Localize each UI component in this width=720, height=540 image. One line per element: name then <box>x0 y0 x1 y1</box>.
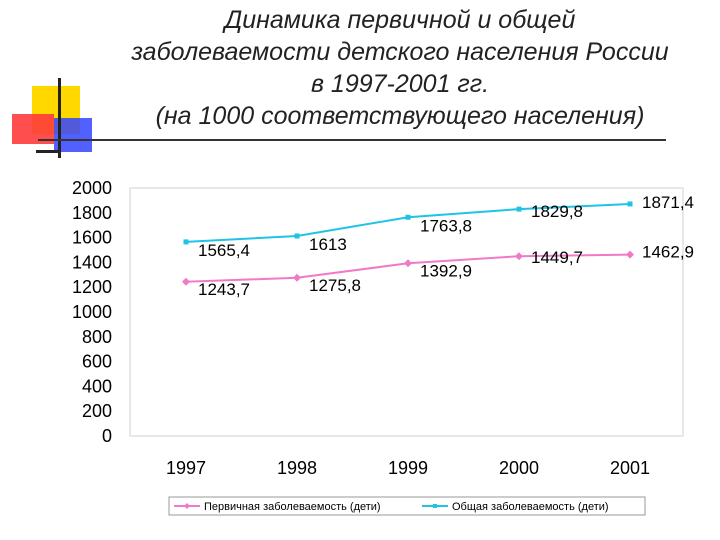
title-line-2: заболеваемости детского населения России <box>131 38 669 66</box>
decor-short-line <box>36 150 58 153</box>
series-point <box>293 273 301 282</box>
y-tick-label: 400 <box>82 376 112 396</box>
data-label: 1871,4 <box>642 193 694 212</box>
legend-marker <box>433 504 437 508</box>
legend-marker <box>184 503 190 509</box>
legend-box <box>168 496 646 516</box>
data-label: 1565,4 <box>198 241 250 260</box>
data-label: 1392,9 <box>420 261 472 280</box>
y-tick-label: 1600 <box>72 228 112 248</box>
data-label: 1763,8 <box>420 216 472 235</box>
x-tick-label: 1998 <box>277 458 317 478</box>
title-line-4: (на 1000 соответствующего населения) <box>155 102 645 130</box>
y-tick-label: 1000 <box>72 302 112 322</box>
data-label: 1829,8 <box>531 202 583 221</box>
x-tick-label: 1999 <box>388 458 428 478</box>
data-label: 1243,7 <box>198 280 250 299</box>
data-label: 1613 <box>309 235 347 254</box>
title-line-1: Динамика первичной и общей <box>224 6 576 34</box>
series-point <box>626 250 634 259</box>
plot-border <box>129 187 684 437</box>
data-label: 1462,9 <box>642 243 694 262</box>
series-point <box>516 206 522 212</box>
y-tick-label: 1400 <box>72 252 112 272</box>
y-tick-label: 2000 <box>72 178 112 198</box>
x-tick-label: 2000 <box>499 458 539 478</box>
y-tick-label: 600 <box>82 352 112 372</box>
x-tick-label: 1997 <box>166 458 206 478</box>
series-point <box>183 239 189 245</box>
y-tick-label: 0 <box>102 426 112 446</box>
legend-label: Общая заболеваемость (дети) <box>452 501 609 513</box>
series-point <box>627 201 633 207</box>
series-point <box>405 214 411 220</box>
decor-horizontal-line <box>38 139 666 141</box>
y-tick-label: 1800 <box>72 203 112 223</box>
legend: Первичная заболеваемость (дети) Общая заб… <box>168 496 646 516</box>
x-axis: 1997 1998 1999 2000 2001 <box>166 458 650 478</box>
y-tick-label: 800 <box>82 327 112 347</box>
y-tick-label: 200 <box>82 401 112 421</box>
title-line-3: в 1997-2001 гг. <box>310 70 490 98</box>
series-point <box>182 277 190 286</box>
series-point <box>294 233 300 239</box>
chart-title: Динамика первичной и общей заболеваемост… <box>100 4 700 132</box>
x-tick-label: 2001 <box>610 458 650 478</box>
data-label: 1275,8 <box>309 276 361 295</box>
data-label: 1449,7 <box>531 248 583 267</box>
y-tick-label: 1200 <box>72 277 112 297</box>
decor-vertical-line <box>58 78 61 158</box>
legend-label: Первичная заболеваемость (дети) <box>204 501 381 513</box>
series-point <box>515 252 523 261</box>
series-point <box>404 259 412 268</box>
plot-area: 1243,7 1275,8 1392,9 1449,7 1462,9 1565,4 1613… <box>129 187 694 437</box>
